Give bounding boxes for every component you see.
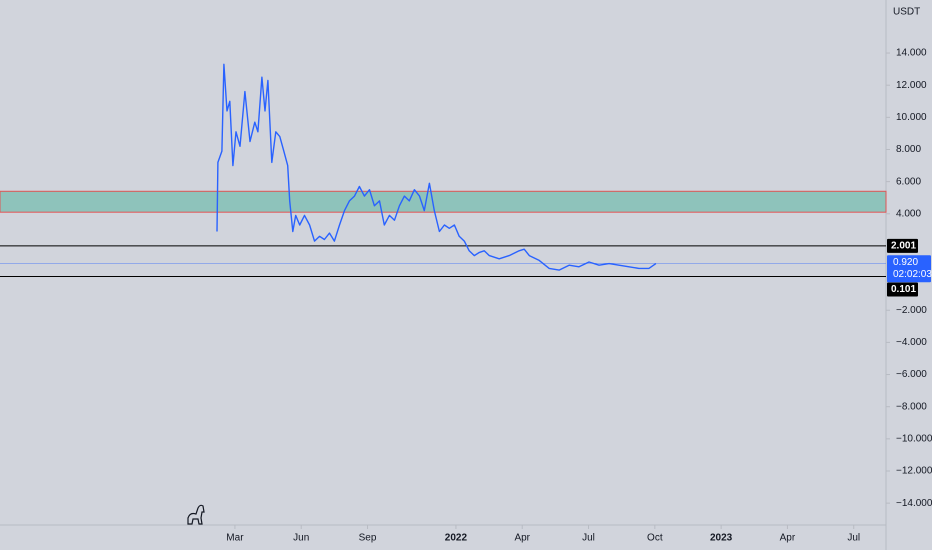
- x-tick-label: Jul: [847, 533, 860, 544]
- y-tick-label: −4.000: [896, 337, 927, 348]
- x-tick-label: Jul: [582, 533, 595, 544]
- x-tick-label: Sep: [359, 533, 377, 544]
- x-tick-label: Oct: [647, 533, 663, 544]
- current-price-box: [887, 255, 931, 283]
- y-tick-label: −2.000: [896, 305, 927, 316]
- y-tick-label: −12.000: [896, 466, 932, 477]
- price-label: 0.101: [891, 284, 916, 295]
- x-tick-label: Mar: [226, 533, 244, 544]
- x-tick-label: 2023: [710, 533, 733, 544]
- y-tick-label: 6.000: [896, 176, 921, 187]
- x-tick-label: Apr: [514, 533, 530, 544]
- y-tick-label: −10.000: [896, 433, 932, 444]
- price-line: [216, 63, 657, 271]
- y-tick-label: 12.000: [896, 80, 927, 91]
- price-label: 2.001: [891, 241, 916, 252]
- y-tick-label: 8.000: [896, 144, 921, 155]
- y-tick-label: 14.000: [896, 48, 927, 59]
- y-tick-label: 10.000: [896, 112, 927, 123]
- countdown: 02:02:03: [893, 269, 932, 280]
- x-tick-label: Jun: [293, 533, 309, 544]
- y-tick-label: −6.000: [896, 369, 927, 380]
- y-tick-label: −8.000: [896, 401, 927, 412]
- axis-unit: USDT: [893, 7, 920, 18]
- y-tick-label: −14.000: [896, 498, 932, 509]
- current-price-label: 0.920: [893, 257, 918, 268]
- zone: [0, 190, 887, 213]
- price-label-box: [887, 282, 918, 297]
- price-label-box: [887, 238, 918, 253]
- y-tick-label: 4.000: [896, 208, 921, 219]
- logo: [187, 504, 205, 525]
- x-tick-label: 2022: [445, 533, 468, 544]
- x-tick-label: Apr: [780, 533, 796, 544]
